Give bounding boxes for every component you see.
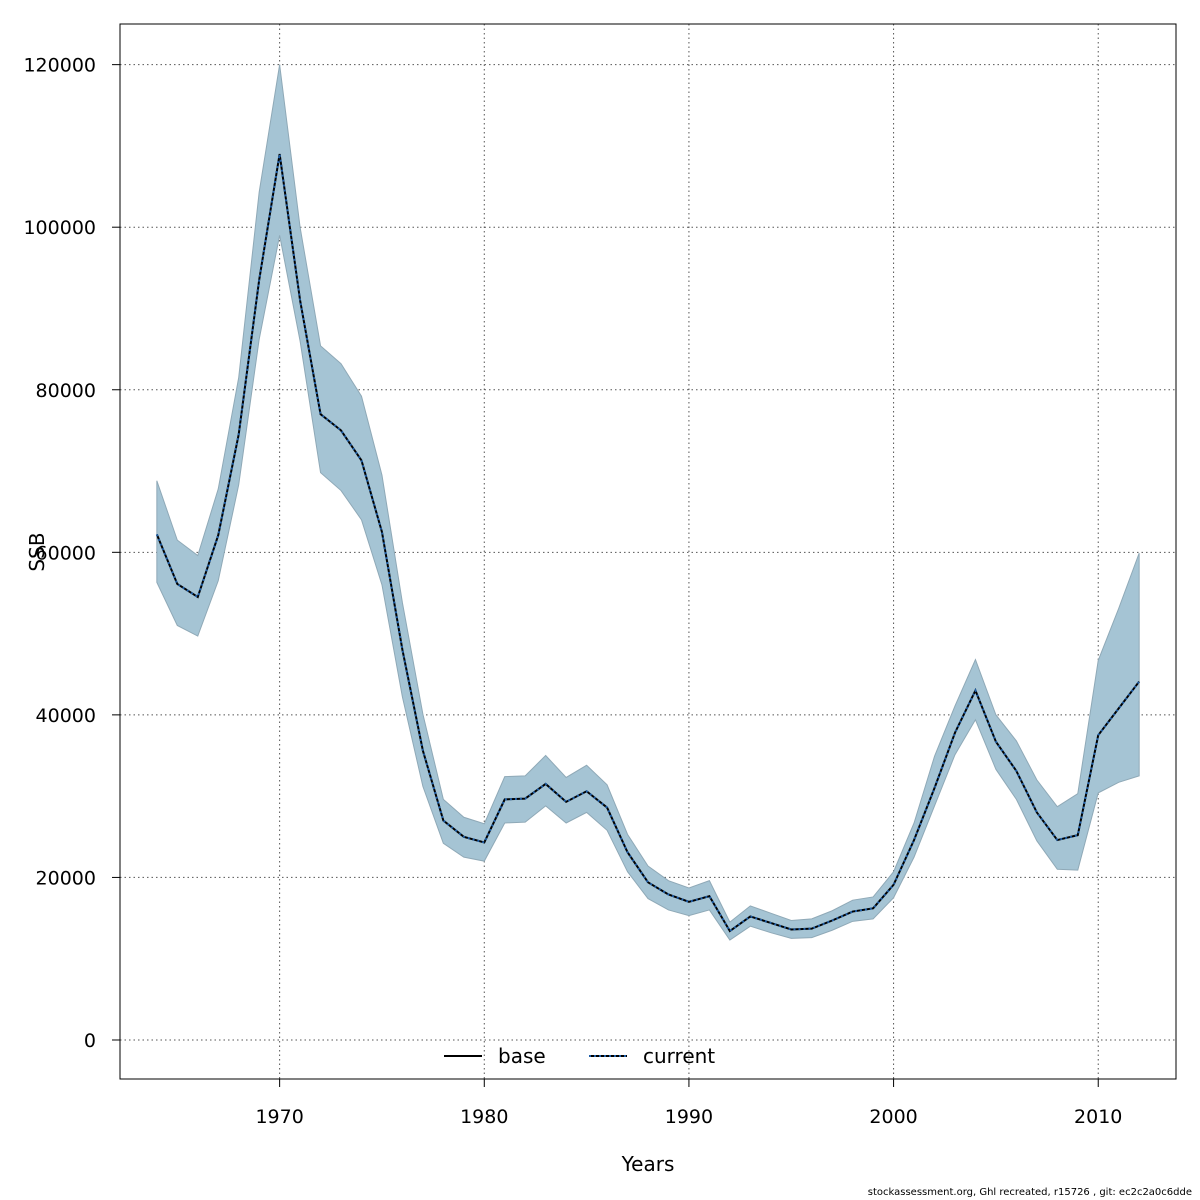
y-tick-label: 120000 [23, 55, 96, 77]
x-axis-title: Years [621, 1152, 675, 1176]
footer-credit: stockassessment.org, Ghl recreated, r157… [867, 1187, 1192, 1198]
legend-label-current: current [643, 1044, 715, 1068]
y-tick-label: 80000 [36, 380, 96, 402]
confidence-band-layer [156, 64, 1140, 941]
y-tick-label: 100000 [23, 217, 96, 239]
confidence-band [156, 64, 1140, 941]
x-tick-label: 2000 [869, 1106, 917, 1128]
y-tick-label: 40000 [36, 705, 96, 727]
y-tick-label: 0 [84, 1030, 96, 1052]
axes: 1970 1980 1990 2000 2010 0 20000 40000 60000 8000… [23, 55, 1122, 1128]
x-tick-label: 1980 [460, 1106, 508, 1128]
x-tick-label: 1990 [665, 1106, 713, 1128]
y-axis-title: SSB [25, 532, 49, 571]
x-tick-label: 1970 [255, 1106, 303, 1128]
series-line-current [155, 153, 1140, 933]
legend: base current [444, 1044, 715, 1068]
plot-frame [119, 23, 1177, 1080]
x-tick-label: 2010 [1074, 1106, 1122, 1128]
series-line-layer [155, 153, 1140, 933]
legend-label-base: base [498, 1044, 546, 1068]
y-tick-label: 20000 [36, 867, 96, 889]
y-tick-label: 60000 [36, 542, 96, 564]
